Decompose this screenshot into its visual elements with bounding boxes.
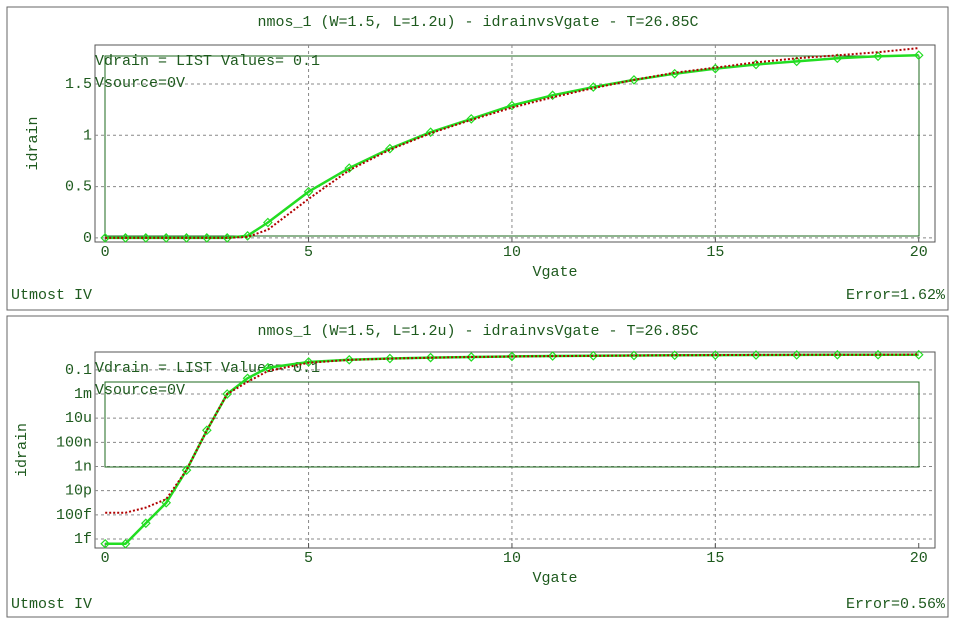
panel [6,315,949,618]
data-point [791,350,802,360]
data-point [120,538,131,549]
y-tick-label: 100n [56,434,92,451]
y-tick-label: 0.5 [65,179,92,196]
y-tick-label: 1 [83,127,92,144]
data-point [832,349,843,360]
data-point [242,230,253,241]
x-tick-label: 15 [706,244,724,261]
data-point [100,538,111,549]
x-tick-label: 20 [910,550,928,567]
annotation: Vdrain = LIST Values= 0.1 [95,53,320,70]
x-axis-label: Vgate [532,570,577,587]
data-point [263,217,273,228]
y-tick-label: 1n [74,458,92,475]
data-point [751,350,761,360]
annotation-box [104,55,920,237]
footer-right: Error=1.62% [846,287,946,304]
data-point [161,233,172,243]
data-point [344,354,355,365]
x-axis-label: Vgate [532,264,577,281]
data-point [669,350,680,361]
data-point [385,353,395,364]
data-point [466,352,477,362]
data-point [140,233,151,243]
data-point [873,349,883,360]
x-tick-label: 5 [304,550,313,567]
data-point [385,143,395,154]
data-point [588,350,599,361]
panel [6,6,949,311]
y-axis-label: idrain [14,423,31,477]
y-tick-label: 0 [83,230,92,247]
x-tick-label: 10 [503,244,521,261]
simulated-line [105,47,919,239]
data-point [303,357,314,367]
chart-title: nmos_1 (W=1.5, L=1.2u) - idrainvsVgate -… [257,323,698,340]
x-tick-label: 5 [304,244,313,261]
data-point [507,351,517,362]
data-point [873,51,883,62]
data-point [425,352,436,363]
simulated-line [105,353,919,514]
data-point [588,82,599,92]
data-point [629,75,639,85]
annotation: Vsource=0V [95,75,185,92]
data-point [120,233,131,243]
annotation: Vdrain = LIST Values= 0.1 [95,360,320,377]
data-point [425,127,436,138]
x-tick-label: 20 [910,244,928,261]
chart-title: nmos_1 (W=1.5, L=1.2u) - idrainvsVgate -… [257,14,698,31]
data-point [913,50,924,61]
annotation-box [104,381,920,468]
data-point [202,425,212,436]
y-tick-label: 0.1 [65,362,92,379]
data-point [161,497,172,508]
x-tick-label: 0 [101,244,110,261]
data-point [547,90,558,101]
data-point [181,465,192,475]
x-tick-label: 15 [706,550,724,567]
data-point [913,349,924,360]
data-point [547,351,558,361]
data-point [202,233,212,243]
y-tick-label: 100f [56,507,92,524]
y-tick-label: 1m [74,386,92,403]
data-point [466,114,477,124]
data-point [710,350,721,360]
y-tick-label: 1.5 [65,76,92,93]
footer-left: Utmost IV [11,596,92,613]
data-point [507,100,517,111]
data-point [222,233,233,243]
y-tick-label: 1f [74,531,92,548]
data-point [344,163,355,173]
data-point [181,233,192,243]
data-point [629,350,639,361]
data-point [832,53,843,64]
y-axis-label: idrain [25,116,42,170]
data-point [303,186,314,197]
y-tick-label: 10p [65,483,92,500]
x-tick-label: 10 [503,550,521,567]
data-point [791,56,802,67]
data-point [140,518,151,529]
x-tick-label: 0 [101,550,110,567]
annotation: Vsource=0V [95,382,185,399]
footer-right: Error=0.56% [846,596,946,613]
data-point [100,233,111,243]
y-tick-label: 10u [65,410,92,427]
footer-left: Utmost IV [11,287,92,304]
plot-frame [94,351,936,549]
plot-frame [94,44,936,243]
data-point [263,362,273,373]
